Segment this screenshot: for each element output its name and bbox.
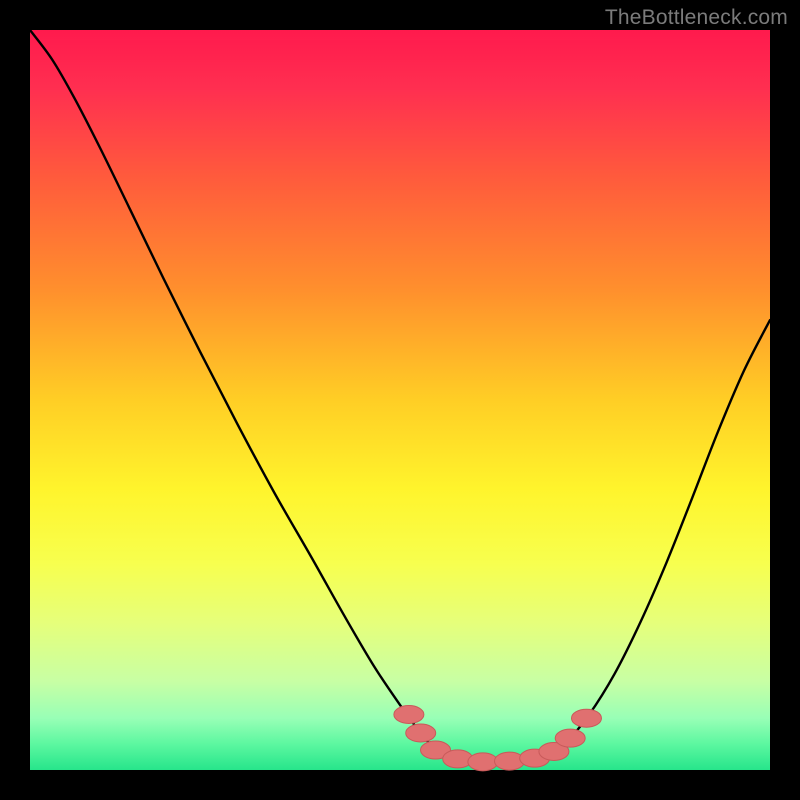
curve-marker [571, 709, 601, 727]
plot-background [30, 30, 770, 770]
curve-marker [406, 724, 436, 742]
curve-marker [468, 753, 498, 771]
curve-marker [394, 706, 424, 724]
curve-marker [555, 729, 585, 747]
bottleneck-chart [0, 0, 800, 800]
watermark-text: TheBottleneck.com [605, 6, 788, 30]
chart-frame: TheBottleneck.com [0, 0, 800, 800]
